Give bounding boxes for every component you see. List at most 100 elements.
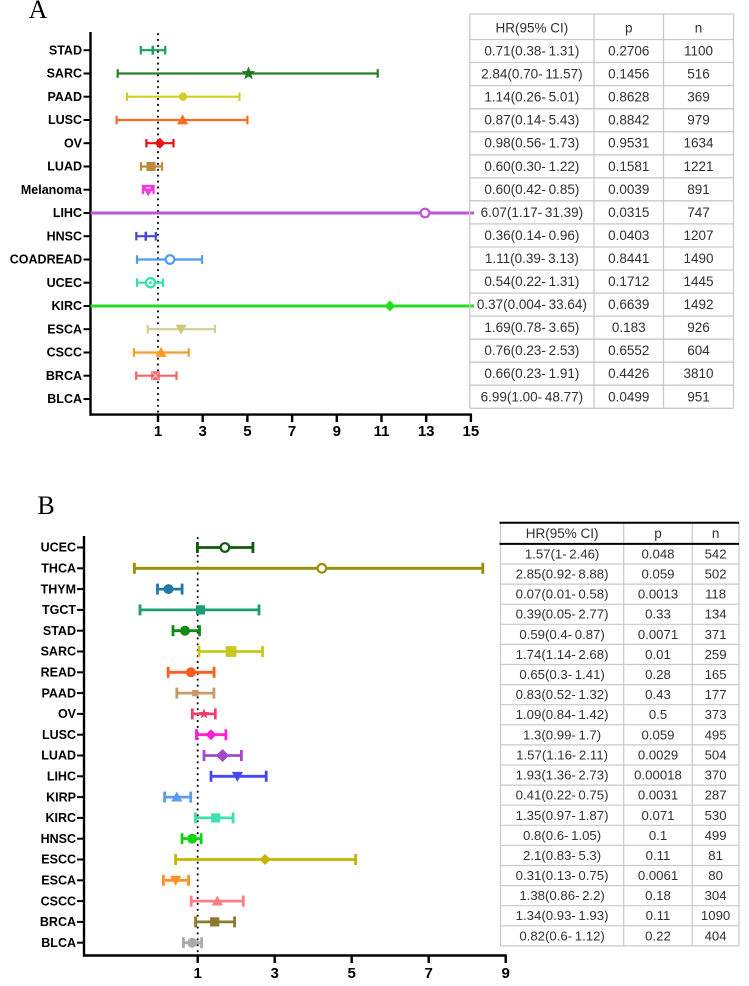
svg-text:0.059: 0.059 bbox=[641, 727, 674, 742]
svg-text:ESCC: ESCC bbox=[41, 853, 76, 867]
svg-text:0.43: 0.43 bbox=[645, 687, 671, 702]
svg-text:177: 177 bbox=[705, 687, 727, 702]
svg-text:UCEC: UCEC bbox=[47, 276, 82, 290]
svg-text:2.1(0.83- 5.3): 2.1(0.83- 5.3) bbox=[523, 848, 601, 863]
svg-text:KIRP: KIRP bbox=[46, 790, 76, 804]
svg-text:0.41(0.22- 0.75): 0.41(0.22- 0.75) bbox=[516, 788, 609, 803]
svg-text:0.01: 0.01 bbox=[645, 647, 671, 662]
svg-text:7: 7 bbox=[288, 423, 296, 440]
svg-text:1.57(1- 2.46): 1.57(1- 2.46) bbox=[525, 546, 599, 561]
svg-text:0.6552: 0.6552 bbox=[608, 343, 649, 358]
svg-text:0.0315: 0.0315 bbox=[608, 205, 649, 220]
svg-text:0.071: 0.071 bbox=[641, 808, 674, 823]
svg-text:0.82(0.6- 1.12): 0.82(0.6- 1.12) bbox=[519, 928, 604, 943]
svg-text:0.00018: 0.00018 bbox=[634, 768, 682, 783]
svg-text:3810: 3810 bbox=[683, 366, 713, 381]
svg-text:6.99(1.00- 48.77): 6.99(1.00- 48.77) bbox=[481, 389, 584, 404]
svg-text:15: 15 bbox=[463, 423, 480, 440]
svg-text:1: 1 bbox=[194, 965, 202, 982]
svg-text:THCA: THCA bbox=[41, 562, 76, 576]
svg-text:0.87(0.14- 5.43): 0.87(0.14- 5.43) bbox=[484, 113, 579, 128]
svg-text:81: 81 bbox=[708, 848, 723, 863]
svg-text:5: 5 bbox=[243, 423, 251, 440]
svg-text:0.83(0.52- 1.32): 0.83(0.52- 1.32) bbox=[516, 687, 609, 702]
svg-text:504: 504 bbox=[705, 747, 727, 762]
svg-text:369: 369 bbox=[687, 90, 710, 105]
svg-text:1.35(0.97- 1.87): 1.35(0.97- 1.87) bbox=[516, 808, 609, 823]
svg-text:9: 9 bbox=[502, 965, 510, 982]
svg-text:0.8441: 0.8441 bbox=[608, 251, 649, 266]
svg-text:0.07(0.01- 0.58): 0.07(0.01- 0.58) bbox=[516, 587, 609, 602]
svg-text:0.8(0.6- 1.05): 0.8(0.6- 1.05) bbox=[523, 828, 601, 843]
svg-text:0.0071: 0.0071 bbox=[638, 627, 678, 642]
svg-text:0.0029: 0.0029 bbox=[638, 747, 678, 762]
svg-text:0.0061: 0.0061 bbox=[638, 868, 678, 883]
svg-text:404: 404 bbox=[705, 928, 727, 943]
svg-text:0.0031: 0.0031 bbox=[638, 788, 678, 803]
svg-text:1.69(0.78- 3.65): 1.69(0.78- 3.65) bbox=[484, 320, 579, 335]
svg-text:370: 370 bbox=[705, 768, 727, 783]
svg-text:0.0013: 0.0013 bbox=[638, 587, 678, 602]
svg-text:0.37(0.004- 33.64): 0.37(0.004- 33.64) bbox=[477, 297, 587, 312]
svg-text:2.85(0.92- 8.88): 2.85(0.92- 8.88) bbox=[516, 567, 609, 582]
svg-text:0.4426: 0.4426 bbox=[608, 366, 649, 381]
svg-text:747: 747 bbox=[687, 205, 710, 220]
svg-text:BRCA: BRCA bbox=[40, 915, 76, 929]
svg-text:0.8842: 0.8842 bbox=[608, 113, 649, 128]
svg-text:0.28: 0.28 bbox=[645, 667, 671, 682]
svg-text:0.9531: 0.9531 bbox=[608, 136, 649, 151]
svg-text:UCEC: UCEC bbox=[41, 541, 76, 555]
svg-text:0.8628: 0.8628 bbox=[608, 90, 649, 105]
svg-text:542: 542 bbox=[705, 546, 727, 561]
svg-text:287: 287 bbox=[705, 788, 727, 803]
svg-text:0.65(0.3- 1.41): 0.65(0.3- 1.41) bbox=[519, 667, 604, 682]
svg-text:CSCC: CSCC bbox=[41, 894, 76, 908]
svg-text:3: 3 bbox=[199, 423, 207, 440]
svg-text:BRCA: BRCA bbox=[46, 369, 82, 383]
svg-text:371: 371 bbox=[705, 627, 727, 642]
svg-text:1.14(0.26- 5.01): 1.14(0.26- 5.01) bbox=[484, 90, 579, 105]
svg-text:1.93(1.36- 2.73): 1.93(1.36- 2.73) bbox=[516, 768, 609, 783]
svg-text:1100: 1100 bbox=[684, 44, 713, 59]
svg-text:0.059: 0.059 bbox=[641, 567, 674, 582]
svg-text:p: p bbox=[654, 526, 662, 541]
svg-text:0.39(0.05- 2.77): 0.39(0.05- 2.77) bbox=[516, 607, 609, 622]
svg-text:951: 951 bbox=[687, 389, 710, 404]
svg-text:LIHC: LIHC bbox=[53, 206, 82, 220]
svg-text:0.5: 0.5 bbox=[649, 707, 667, 722]
svg-text:0.0499: 0.0499 bbox=[608, 389, 649, 404]
svg-text:530: 530 bbox=[705, 808, 727, 823]
svg-text:COADREAD: COADREAD bbox=[10, 253, 82, 267]
svg-text:118: 118 bbox=[705, 587, 726, 602]
svg-text:B: B bbox=[37, 491, 54, 520]
svg-text:1.3(0.99- 1.7): 1.3(0.99- 1.7) bbox=[523, 727, 601, 742]
svg-text:LUAD: LUAD bbox=[47, 160, 82, 174]
svg-text:n: n bbox=[712, 526, 720, 541]
svg-text:304: 304 bbox=[705, 888, 727, 903]
svg-text:13: 13 bbox=[418, 423, 435, 440]
svg-text:495: 495 bbox=[705, 727, 727, 742]
svg-text:HNSC: HNSC bbox=[41, 832, 76, 846]
svg-text:HNSC: HNSC bbox=[47, 229, 82, 243]
svg-text:1490: 1490 bbox=[683, 251, 713, 266]
svg-text:0.60(0.42- 0.85): 0.60(0.42- 0.85) bbox=[484, 182, 579, 197]
svg-text:11: 11 bbox=[374, 423, 390, 440]
svg-text:502: 502 bbox=[705, 567, 727, 582]
svg-text:7: 7 bbox=[425, 965, 433, 982]
svg-text:ESCA: ESCA bbox=[41, 874, 76, 888]
svg-text:1221: 1221 bbox=[683, 159, 713, 174]
svg-text:0.66(0.23- 1.91): 0.66(0.23- 1.91) bbox=[484, 366, 579, 381]
svg-text:PAAD: PAAD bbox=[42, 686, 77, 700]
svg-text:5: 5 bbox=[348, 965, 356, 982]
svg-text:0.1456: 0.1456 bbox=[608, 67, 649, 82]
svg-text:1.09(0.84- 1.42): 1.09(0.84- 1.42) bbox=[516, 707, 609, 722]
svg-text:1.11(0.39- 3.13): 1.11(0.39- 3.13) bbox=[485, 251, 579, 266]
svg-text:259: 259 bbox=[705, 647, 727, 662]
svg-text:979: 979 bbox=[687, 113, 710, 128]
svg-text:0.54(0.22- 1.31): 0.54(0.22- 1.31) bbox=[484, 274, 579, 289]
svg-text:READ: READ bbox=[41, 666, 76, 680]
svg-text:0.6639: 0.6639 bbox=[608, 297, 649, 312]
svg-text:0.1581: 0.1581 bbox=[608, 159, 649, 174]
svg-text:A: A bbox=[29, 0, 48, 24]
svg-text:80: 80 bbox=[708, 868, 723, 883]
